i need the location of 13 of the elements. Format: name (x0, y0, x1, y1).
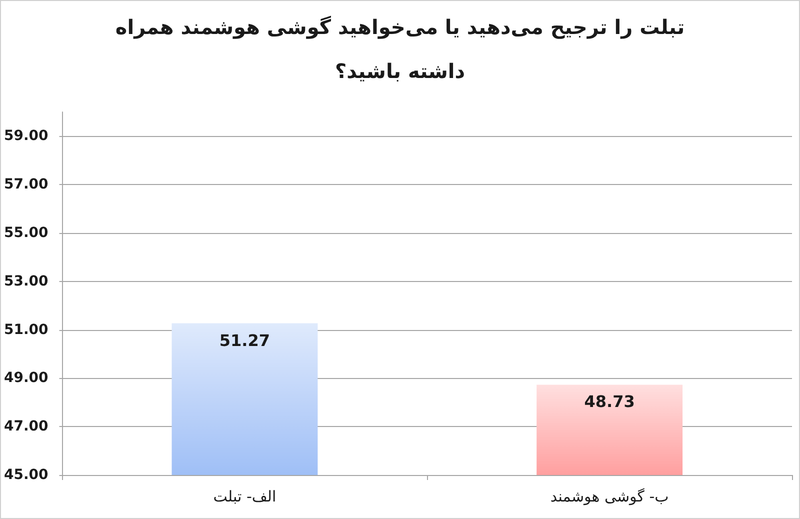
y-tick-label: 53.00 (4, 273, 49, 290)
x-tick-label: الف- تبلت (213, 488, 276, 506)
y-tick-label: 57.00 (4, 176, 49, 193)
y-tick-label: 51.00 (4, 322, 49, 338)
y-tick-label: 49.00 (4, 370, 49, 386)
y-tick-label: 59.00 (4, 128, 49, 144)
y-tick-label: 45.00 (4, 467, 49, 483)
data-label: 51.27 (219, 330, 270, 350)
y-tick-label: 47.00 (4, 418, 49, 435)
y-tick-label: 55.00 (4, 225, 49, 241)
x-tick-label: ب- گوشی هوشمند (550, 488, 669, 506)
chart-title: تبلت را ترجیح می‌دهید یا می‌خواهید گوشی هوشمند همراه داشته باشید؟ (114, 14, 686, 85)
data-label: 48.73 (584, 392, 635, 412)
